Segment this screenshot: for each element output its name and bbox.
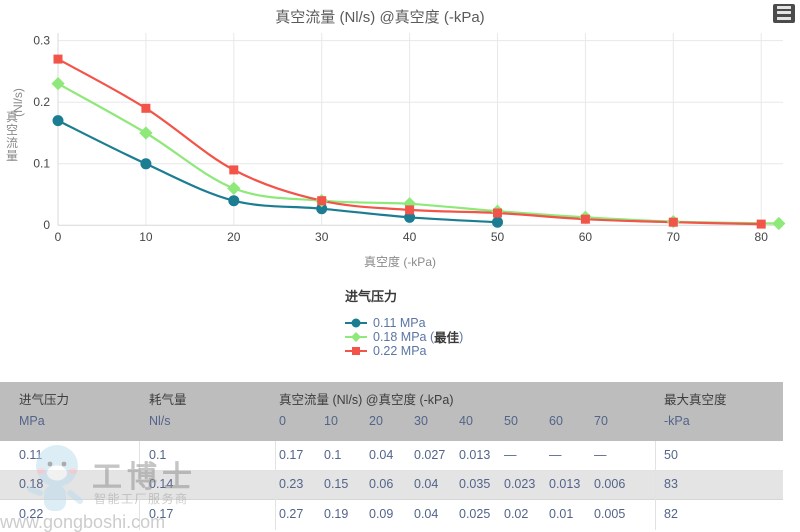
- svg-text:20: 20: [227, 230, 241, 244]
- svg-text:50: 50: [491, 230, 505, 244]
- svg-text:0: 0: [43, 218, 50, 232]
- svg-text:80: 80: [755, 230, 769, 244]
- svg-text:0.1: 0.1: [33, 157, 50, 171]
- svg-text:60: 60: [579, 230, 593, 244]
- svg-text:0: 0: [55, 230, 62, 244]
- svg-text:0.2: 0.2: [33, 95, 50, 109]
- svg-text:30: 30: [315, 230, 329, 244]
- svg-text:10: 10: [139, 230, 153, 244]
- svg-text:40: 40: [403, 230, 417, 244]
- svg-text:0.3: 0.3: [33, 34, 50, 48]
- svg-text:70: 70: [667, 230, 681, 244]
